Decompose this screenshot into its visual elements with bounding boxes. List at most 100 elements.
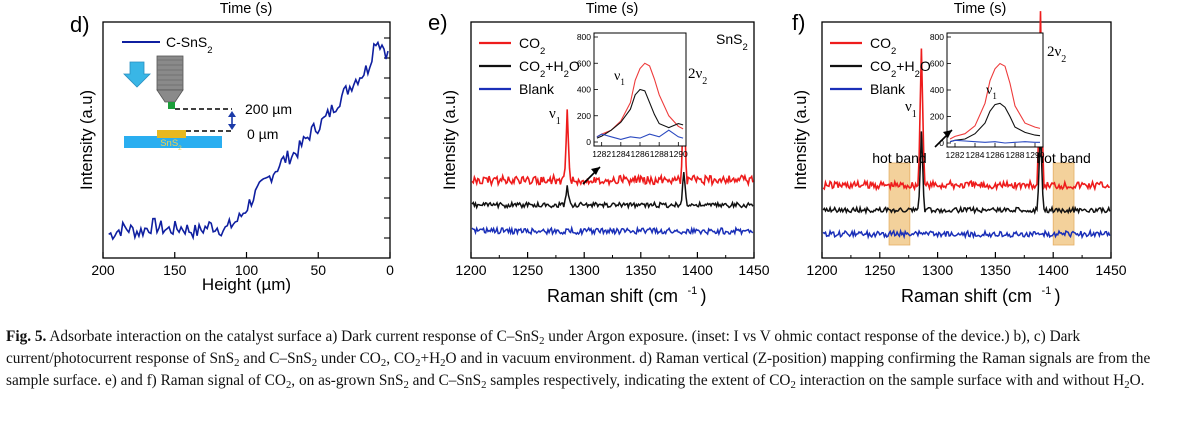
inset-plot: 1282 1284 1286 1288 1290 0 200 400 600 800 ν1 [577,32,688,185]
substrate [124,136,222,148]
legend-label: CO2 [870,35,896,57]
spectrum-co2-h2o [822,123,1111,216]
x-tick-label: 200 [91,262,115,278]
legend-label: C-SnS2 [166,34,213,56]
y-axis-label: Intensity (a.u) [792,90,810,190]
x-axis-label: Raman shift (cm [901,286,1032,306]
sample-label: SnS2 [160,138,182,152]
caption-text: Adsorbate interaction on the catalyst su… [6,328,1151,391]
inset-y-tick-label: 600 [930,59,944,69]
hot-band-label: hot band [872,150,927,166]
panel-letter: f) [792,10,805,35]
label-0um: 0 µm [247,126,278,142]
inset-peak-label: ν1 [614,69,625,87]
figure-caption: Fig. 5. Adsorbate interaction on the cat… [6,326,1194,392]
time-axis-label: Time (s) [586,1,639,17]
peak-label: 2ν2 [688,66,707,87]
inset-y-tick-label: 0 [939,138,944,148]
laser-spot [168,102,175,109]
x-axis-paren: ) [701,286,707,306]
y-axis-label: Intensity (a.u) [441,90,459,190]
figure-panels: Time (s) Time (s) Time (s) d) 200 150 100 50 0 He… [70,1,1127,306]
spectrum-co2-h2o [471,172,754,210]
x-tick-label: 100 [235,262,259,278]
inset-x-tick-label: 1282 [592,149,611,159]
legend-label: CO2+H2O [870,58,931,80]
x-tick-label: 150 [163,262,187,278]
x-tick-label: 1300 [569,262,600,278]
spectrum-co2 [471,89,754,188]
inset-y-tick-label: 400 [577,85,591,95]
x-axis-label: Raman shift (cm [547,286,678,306]
inset-x-tick-label: 1284 [966,150,985,160]
hot-band-label: hot band [1036,150,1091,166]
panel-letter: e) [428,10,448,35]
x-axis-label: Height (µm) [202,275,291,294]
inset-series-co2 [949,62,1041,140]
inset-y-tick-label: 400 [930,85,944,95]
inset-y-tick-label: 800 [930,32,944,42]
peak-label: ν1 [549,106,561,127]
x-tick-label: 50 [310,262,326,278]
inset-y-tick-label: 600 [577,58,591,68]
x-tick-label: 1350 [625,262,656,278]
x-axis-paren: ) [1055,286,1061,306]
inset-x-tick-label: 1288 [1006,150,1025,160]
arrow-head-icon [591,167,600,175]
inset-y-tick-label: 200 [577,111,591,121]
legend-label: CO2 [519,35,545,57]
inset-series-blank [949,139,1040,144]
lens-tip [156,89,184,103]
x-tick-label: 1400 [682,262,713,278]
y-axis-label: Intensity (a.u) [78,90,96,190]
x-tick-label: 1200 [455,262,486,278]
inset-schematic: SnS2 200 µm 0 µm [123,55,292,152]
down-arrow-icon [123,61,151,88]
inset-x-tick-label: 1290 [669,149,688,159]
peak-label: ν1 [905,99,917,120]
series-line-c-sns2 [108,40,389,241]
x-tick-label: 1200 [806,262,837,278]
inset-plot: 1282 1284 1286 1288 1290 0 200 400 600 800 ν1 [930,32,1045,160]
legend-label: CO2+H2O [519,58,580,80]
x-tick-label: 1450 [738,262,769,278]
inset-series-co2-h2o [949,102,1041,143]
inset-x-tick-label: 1286 [631,149,650,159]
sample-label: SnS2 [716,31,748,53]
x-tick-label: 1250 [864,262,895,278]
spectrum-co2 [822,11,1110,192]
x-axis-exponent: -1 [688,285,698,297]
spectrum-blank [822,228,1111,240]
legend-label: Blank [519,81,555,97]
arrow-head-icon [943,130,952,138]
inset-x-tick-label: 1290 [1026,150,1045,160]
inset-y-tick-label: 200 [930,112,944,122]
sample-layer [157,130,186,138]
hot-band-region [1052,162,1075,246]
caption-label: Fig. 5. [6,328,47,345]
x-tick-label: 1450 [1095,262,1126,278]
inset-y-tick-label: 800 [577,32,591,42]
inset-series-co2-h2o [596,88,684,139]
peak-label: 2ν2 [1047,44,1066,65]
arrow-down-icon [228,124,236,130]
spectrum-blank [471,225,754,237]
time-axis-label: Time (s) [954,1,1007,17]
x-tick-label: 1250 [512,262,543,278]
x-tick-label: 0 [386,262,394,278]
inset-series-blank [596,129,684,140]
arrow-up-icon [228,111,236,117]
inset-peak-label: ν1 [986,83,997,101]
inset-x-tick-label: 1284 [611,149,630,159]
x-tick-label: 1400 [1038,262,1069,278]
inset-x-tick-label: 1286 [986,150,1005,160]
inset-y-tick-label: 0 [586,137,591,147]
objective-lens-icon [156,55,184,91]
inset-x-tick-label: 1282 [946,150,965,160]
time-axis-label: Time (s) [220,1,273,17]
label-200um: 200 µm [245,101,292,117]
x-axis-exponent: -1 [1042,285,1052,297]
charts-layer: Time (s) Time (s) Time (s) d) 200 150 100 50 0 He… [70,1,1127,306]
inset-x-tick-label: 1288 [650,149,669,159]
x-tick-label: 1350 [980,262,1011,278]
